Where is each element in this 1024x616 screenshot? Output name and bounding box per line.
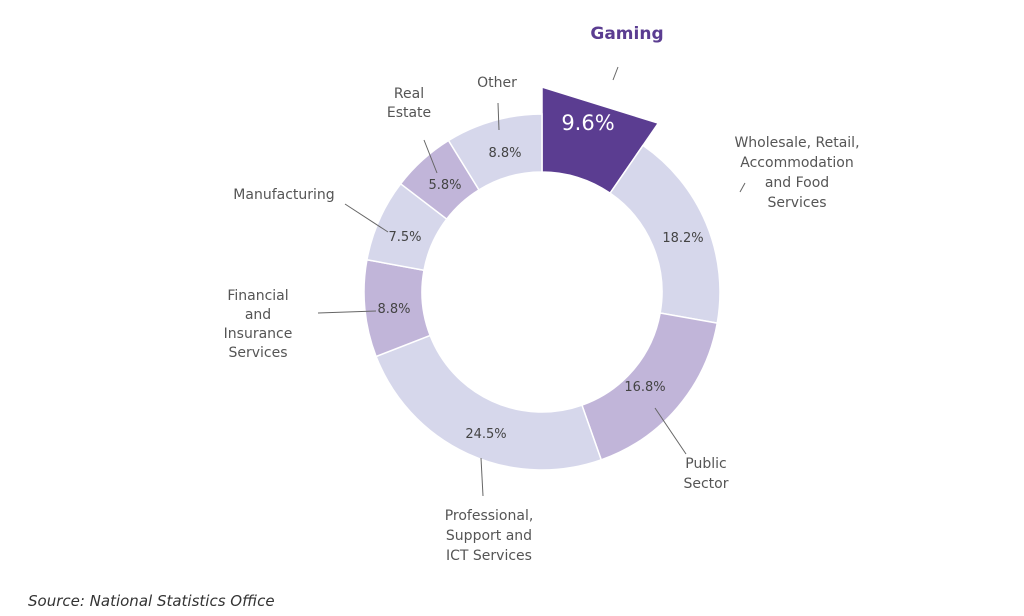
leader-line [612, 66, 619, 81]
category-label: Wholesale, Retail, Accommodation and Food S… [734, 135, 859, 211]
slice-value-label: 9.6% [561, 111, 614, 135]
leader-line [739, 182, 746, 193]
slice-value-label: 8.8% [377, 302, 410, 317]
slice-8 [447, 113, 543, 191]
source-note: Source: National Statistics Office [28, 592, 275, 610]
slice-value-label: 8.8% [488, 146, 521, 161]
leader-line [344, 203, 389, 233]
slice-4 [375, 334, 603, 471]
category-label: Other [477, 75, 517, 91]
category-label: Professional, Support and ICT Services [445, 508, 534, 564]
leader-line [317, 310, 377, 314]
slice-value-label: 24.5% [465, 427, 506, 442]
leader-line [497, 102, 500, 131]
category-label: Gaming [590, 24, 663, 44]
slice-value-label: 7.5% [388, 230, 421, 245]
leader-line [423, 139, 438, 174]
leader-line [654, 407, 687, 455]
category-label: Public Sector [683, 456, 728, 492]
slice-value-label: 16.8% [624, 380, 665, 395]
slice-value-label: 18.2% [662, 231, 703, 246]
category-label: Real Estate [387, 86, 431, 121]
category-label: Manufacturing [233, 187, 334, 203]
slice-value-label: 5.8% [428, 178, 461, 193]
category-label: Financial and Insurance Services [224, 288, 293, 361]
leader-line [480, 457, 484, 497]
